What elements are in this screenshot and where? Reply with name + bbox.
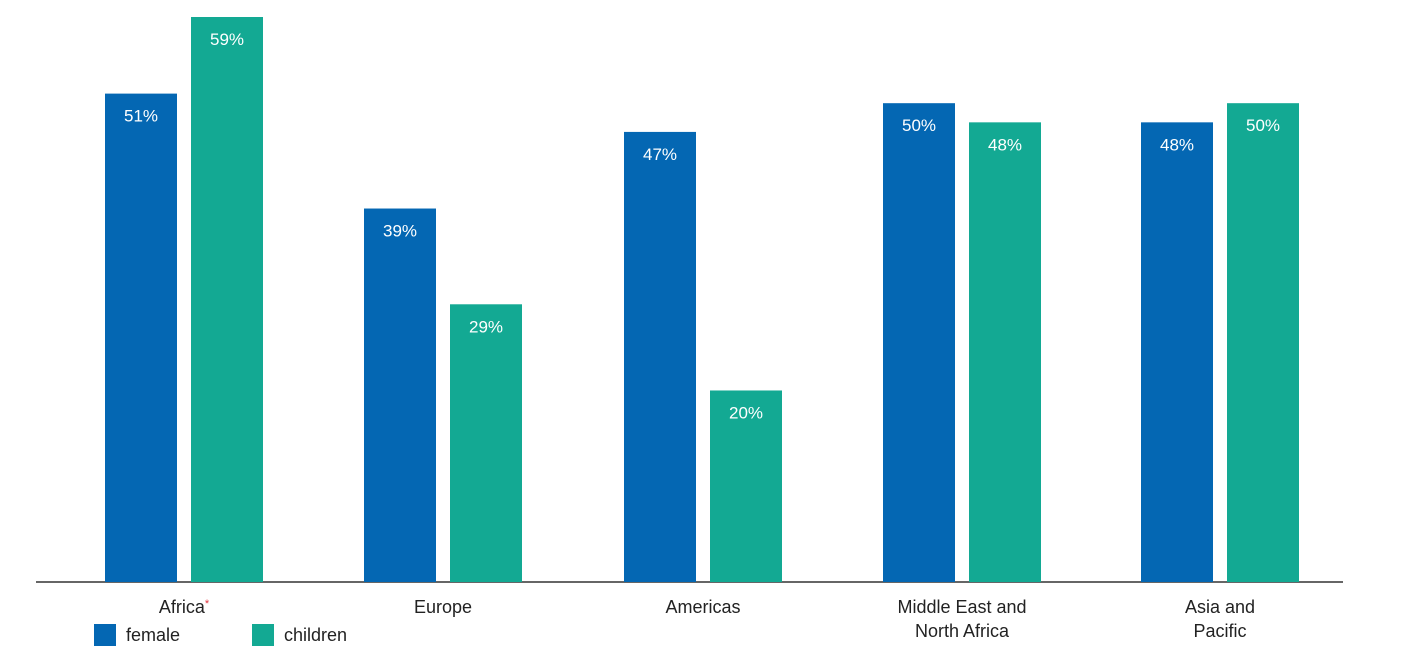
data-label-female-4: 48% <box>1160 135 1194 154</box>
data-label-female-3: 50% <box>902 116 936 135</box>
bar-female-1 <box>364 208 436 582</box>
bar-female-2 <box>624 131 696 582</box>
legend-label-female: female <box>126 624 181 645</box>
data-label-female-2: 47% <box>643 145 677 164</box>
data-label-children-2: 20% <box>729 403 763 422</box>
legend-swatch-female <box>94 624 116 646</box>
bar-children-4 <box>1227 103 1299 583</box>
legend-label-children: children <box>284 624 348 645</box>
legend-swatch-children <box>252 624 275 646</box>
data-label-children-3: 48% <box>988 135 1022 154</box>
legend: female children <box>94 624 419 646</box>
bar-children-0 <box>191 17 263 582</box>
data-label-children-4: 50% <box>1246 116 1280 135</box>
data-label-children-0: 59% <box>210 30 244 49</box>
tick-label-1: Europe <box>414 597 472 617</box>
bar-female-0 <box>105 93 177 582</box>
tick-label-0: Africa* <box>159 597 210 617</box>
legend-item-children: children <box>252 624 347 646</box>
data-label-female-0: 51% <box>124 107 158 126</box>
bar-children-2 <box>710 390 782 582</box>
tick-label-3: Middle East and North Africa <box>897 597 1026 641</box>
bar-children-3 <box>969 122 1041 582</box>
bar-children-1 <box>450 304 522 582</box>
data-label-children-1: 29% <box>469 317 503 336</box>
data-label-female-1: 39% <box>383 222 417 241</box>
legend-item-female: female <box>94 624 180 646</box>
bar-female-3 <box>883 103 955 583</box>
tick-label-2: Americas <box>665 597 740 617</box>
tick-label-4: Asia and Pacific <box>1185 597 1255 641</box>
bar-female-4 <box>1141 122 1213 582</box>
